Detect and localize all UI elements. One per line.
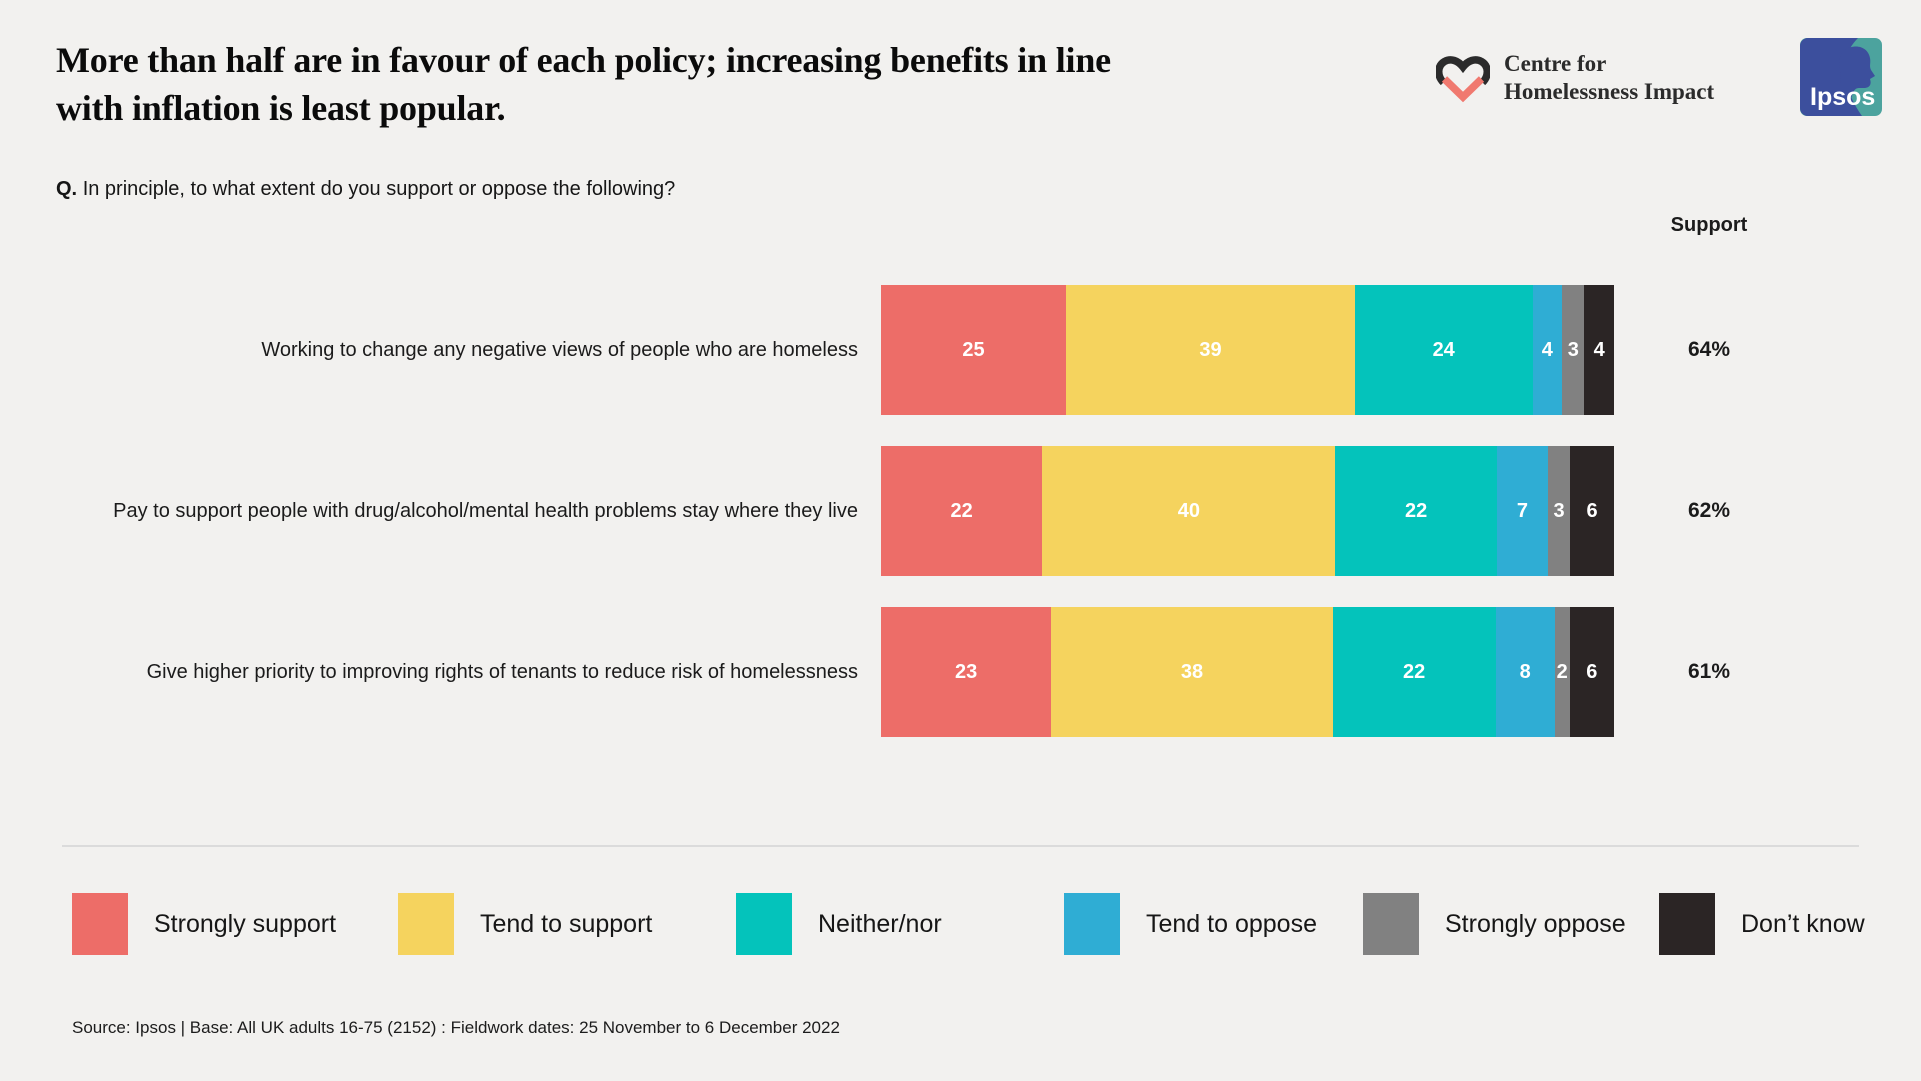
category-label: Pay to support people with drug/alcohol/…: [113, 499, 858, 522]
divider-line: [62, 845, 1859, 847]
legend-swatch: [72, 893, 128, 955]
legend-label: Neither/nor: [818, 909, 942, 938]
support-value: 62%: [1687, 499, 1731, 522]
legend-swatch: [1363, 893, 1419, 955]
bar-segment: 4: [1584, 285, 1614, 415]
ipsos-logo: Ipsos: [1800, 38, 1882, 121]
segment-value: 24: [1432, 338, 1455, 361]
stacked-bar: 22 40 22 7 3 6: [881, 446, 1615, 576]
source-note: Source: Ipsos | Base: All UK adults 16-7…: [72, 1018, 840, 1037]
segment-value: 6: [1586, 499, 1598, 522]
question-text: In principle, to what extent do you supp…: [82, 178, 676, 200]
bar-segment: 6: [1569, 607, 1615, 737]
ipsos-logo-icon: Ipsos: [1800, 38, 1882, 116]
stacked-bar: 23 38 22 8 2 6: [881, 607, 1615, 737]
chart-row: Pay to support people with drug/alcohol/…: [0, 446, 1921, 576]
chi-logo-line-1: Centre for: [1504, 51, 1607, 76]
page-title: More than half are in favour of each pol…: [56, 36, 1111, 132]
bar-segment: 39: [1066, 285, 1355, 415]
segment-value: 25: [962, 338, 985, 361]
title-line-1: More than half are in favour of each pol…: [56, 40, 1111, 80]
legend-item: Strongly oppose: [1363, 893, 1626, 955]
segment-value: 38: [1180, 660, 1204, 683]
legend-item: Tend to support: [398, 893, 652, 955]
legend-swatch: [736, 893, 792, 955]
bar-segment: 6: [1570, 446, 1615, 576]
segment-value: 3: [1567, 338, 1579, 361]
bar-segment: 25: [881, 285, 1067, 415]
bar-segment: 22: [1332, 607, 1496, 737]
support-value: 64%: [1687, 338, 1731, 361]
segment-value: 7: [1516, 499, 1528, 522]
segment-value: 22: [1404, 499, 1428, 522]
bar-segment: 23: [881, 607, 1052, 737]
bar-segment: 3: [1548, 446, 1571, 576]
legend-item: Neither/nor: [736, 893, 942, 955]
bar-segment: 4: [1532, 285, 1563, 415]
segment-value: 4: [1593, 338, 1605, 361]
segment-value: 22: [1402, 660, 1426, 683]
bar-segment: 40: [1042, 446, 1336, 576]
bar-segment: 3: [1562, 285, 1585, 415]
survey-question: Q. In principle, to what extent do you s…: [56, 178, 675, 201]
category-label: Give higher priority to improving rights…: [146, 660, 858, 683]
legend-label: Strongly support: [154, 909, 337, 938]
segment-value: 6: [1586, 660, 1598, 683]
legend-label: Strongly oppose: [1445, 909, 1626, 938]
category-label: Working to change any negative views of …: [261, 338, 858, 361]
ipsos-wordmark: Ipsos: [1810, 83, 1875, 111]
heart-icon: [1436, 56, 1490, 103]
segment-value: 22: [950, 499, 973, 522]
segment-value: 23: [955, 660, 978, 683]
segment-value: 8: [1519, 660, 1531, 683]
legend-label: Don’t know: [1741, 909, 1865, 938]
stacked-bar-chart: Working to change any negative views of …: [0, 285, 1921, 768]
segment-value: 39: [1199, 338, 1222, 361]
stacked-bar: 25 39 24 4 3 4: [881, 285, 1614, 415]
legend-swatch: [398, 893, 454, 955]
bar-segment: 22: [1335, 446, 1497, 576]
profile-face-icon: [1837, 46, 1875, 101]
bar-segment: 8: [1495, 607, 1555, 737]
legend-label: Tend to oppose: [1146, 909, 1317, 938]
legend-item: Tend to oppose: [1064, 893, 1317, 955]
legend-item: Don’t know: [1659, 893, 1865, 955]
legend-swatch: [1659, 893, 1715, 955]
bar-segment: 22: [881, 446, 1043, 576]
segment-value: 3: [1553, 499, 1565, 522]
title-line-2: with inflation is least popular.: [56, 88, 506, 128]
legend-swatch: [1064, 893, 1120, 955]
bar-segment: 7: [1496, 446, 1549, 576]
chi-logo-text: Centre for Homelessness Impact: [1504, 50, 1714, 106]
question-prefix: Q.: [56, 178, 78, 200]
legend-item: Strongly support: [72, 893, 336, 955]
bar-segment: 24: [1354, 285, 1533, 415]
segment-value: 40: [1177, 499, 1200, 522]
bar-segment: 38: [1051, 607, 1333, 737]
support-column-header: Support: [1670, 214, 1748, 236]
chart-legend: Strongly support Tend to support Neither/n…: [0, 893, 1921, 955]
chi-logo-line-2: Homelessness Impact: [1504, 79, 1715, 104]
chi-logo: Centre for Homelessness Impact: [1436, 50, 1714, 106]
bar-segment: 2: [1554, 607, 1570, 737]
segment-value: 4: [1541, 338, 1553, 361]
chart-row: Give higher priority to improving rights…: [0, 607, 1921, 737]
segment-value: 2: [1556, 660, 1568, 683]
legend-label: Tend to support: [480, 909, 653, 938]
chart-row: Working to change any negative views of …: [0, 285, 1921, 415]
support-value: 61%: [1687, 660, 1731, 683]
